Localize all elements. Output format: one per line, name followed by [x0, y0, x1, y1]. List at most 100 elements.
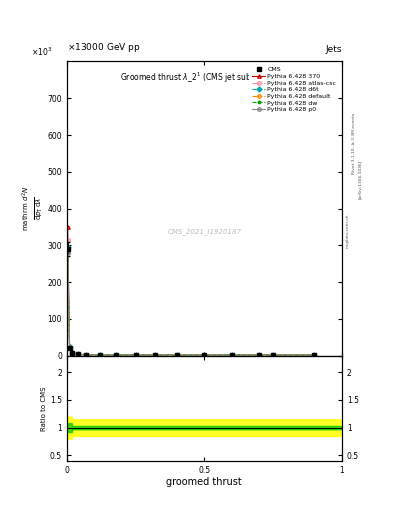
Pythia 6.428 atlas-csc [271, 352, 275, 358]
Pythia 6.428 d6t [312, 352, 317, 358]
Pythia 6.428 default [152, 352, 157, 358]
Pythia 6.428 d6t [70, 350, 75, 356]
Pythia 6.428 370 [70, 349, 75, 355]
Pythia 6.428 dw [114, 352, 119, 358]
Y-axis label: Ratio to CMS: Ratio to CMS [41, 386, 47, 431]
Pythia 6.428 d6t [202, 352, 207, 358]
Pythia 6.428 d6t [114, 352, 119, 358]
Pythia 6.428 dw [133, 352, 138, 358]
Pythia 6.428 default [312, 352, 317, 358]
Pythia 6.428 atlas-csc [174, 352, 179, 358]
X-axis label: groomed thrust: groomed thrust [167, 477, 242, 487]
Text: Groomed thrust $\lambda\_2^1$ (CMS jet substructure): Groomed thrust $\lambda\_2^1$ (CMS jet s… [119, 70, 289, 84]
Pythia 6.428 atlas-csc [312, 352, 317, 358]
Line: Pythia 6.428 atlas-csc: Pythia 6.428 atlas-csc [66, 238, 316, 357]
Pythia 6.428 370 [312, 352, 317, 358]
Pythia 6.428 d6t [75, 351, 80, 357]
Legend: CMS, Pythia 6.428 370, Pythia 6.428 atlas-csc, Pythia 6.428 d6t, Pythia 6.428 de: CMS, Pythia 6.428 370, Pythia 6.428 atla… [249, 65, 339, 115]
Text: $\times10^3$: $\times10^3$ [31, 46, 52, 58]
Y-axis label: mathrm $d^2N$
$\overline{\mathrm{d}p_\mathrm{T}\,\mathrm{d}\lambda}$: mathrm $d^2N$ $\overline{\mathrm{d}p_\ma… [20, 186, 44, 231]
Pythia 6.428 p0 [271, 352, 275, 358]
Pythia 6.428 default [133, 352, 138, 358]
Pythia 6.428 370 [114, 352, 119, 358]
Pythia 6.428 default [70, 350, 75, 356]
Pythia 6.428 dw [70, 350, 75, 356]
Pythia 6.428 d6t [230, 352, 234, 358]
Pythia 6.428 dw [67, 345, 72, 351]
Pythia 6.428 p0 [114, 352, 119, 358]
Line: Pythia 6.428 dw: Pythia 6.428 dw [66, 250, 316, 357]
Pythia 6.428 default [271, 352, 275, 358]
Pythia 6.428 p0 [257, 352, 262, 358]
Pythia 6.428 dw [202, 352, 207, 358]
Text: Jets: Jets [325, 45, 342, 54]
Line: Pythia 6.428 default: Pythia 6.428 default [66, 248, 316, 357]
Pythia 6.428 dw [257, 352, 262, 358]
Pythia 6.428 default [65, 247, 70, 253]
Pythia 6.428 d6t [84, 352, 88, 358]
Pythia 6.428 370 [230, 352, 234, 358]
Pythia 6.428 dw [65, 249, 70, 255]
Pythia 6.428 default [97, 352, 102, 358]
Pythia 6.428 atlas-csc [202, 352, 207, 358]
Pythia 6.428 default [114, 352, 119, 358]
Pythia 6.428 atlas-csc [70, 350, 75, 356]
Pythia 6.428 atlas-csc [114, 352, 119, 358]
Pythia 6.428 p0 [133, 352, 138, 358]
Pythia 6.428 default [174, 352, 179, 358]
Pythia 6.428 d6t [174, 352, 179, 358]
Pythia 6.428 default [257, 352, 262, 358]
Text: [arXiv:1306.3436]: [arXiv:1306.3436] [358, 160, 362, 199]
Pythia 6.428 370 [67, 343, 72, 349]
Pythia 6.428 dw [152, 352, 157, 358]
Pythia 6.428 default [202, 352, 207, 358]
Pythia 6.428 default [75, 351, 80, 357]
Pythia 6.428 370 [133, 352, 138, 358]
Pythia 6.428 p0 [75, 351, 80, 357]
Text: mcplots.cern.ch: mcplots.cern.ch [346, 213, 350, 248]
Pythia 6.428 dw [230, 352, 234, 358]
Pythia 6.428 dw [174, 352, 179, 358]
Pythia 6.428 dw [84, 352, 88, 358]
Pythia 6.428 p0 [174, 352, 179, 358]
Pythia 6.428 d6t [97, 352, 102, 358]
Pythia 6.428 p0 [65, 250, 70, 257]
Pythia 6.428 d6t [152, 352, 157, 358]
Pythia 6.428 atlas-csc [152, 352, 157, 358]
Pythia 6.428 atlas-csc [97, 352, 102, 358]
Pythia 6.428 370 [75, 351, 80, 357]
Pythia 6.428 370 [84, 352, 88, 358]
Pythia 6.428 atlas-csc [84, 352, 88, 358]
Pythia 6.428 p0 [230, 352, 234, 358]
Line: Pythia 6.428 370: Pythia 6.428 370 [66, 225, 316, 356]
Pythia 6.428 d6t [271, 352, 275, 358]
Pythia 6.428 p0 [70, 350, 75, 356]
Pythia 6.428 370 [202, 352, 207, 358]
Line: Pythia 6.428 d6t: Pythia 6.428 d6t [66, 245, 316, 357]
Pythia 6.428 atlas-csc [65, 237, 70, 243]
Pythia 6.428 370 [257, 352, 262, 358]
Pythia 6.428 370 [271, 352, 275, 358]
Pythia 6.428 p0 [152, 352, 157, 358]
Pythia 6.428 370 [174, 352, 179, 358]
Pythia 6.428 p0 [84, 352, 88, 358]
Pythia 6.428 dw [312, 352, 317, 358]
Text: Rivet 3.1.10, ≥ 3.3M events: Rivet 3.1.10, ≥ 3.3M events [352, 113, 356, 174]
Line: Pythia 6.428 p0: Pythia 6.428 p0 [66, 251, 316, 357]
Pythia 6.428 atlas-csc [133, 352, 138, 358]
Text: $\times$13000 GeV pp: $\times$13000 GeV pp [67, 41, 140, 54]
Pythia 6.428 default [67, 345, 72, 351]
Pythia 6.428 p0 [67, 345, 72, 351]
Pythia 6.428 370 [97, 352, 102, 358]
Pythia 6.428 default [84, 352, 88, 358]
Pythia 6.428 default [230, 352, 234, 358]
Pythia 6.428 atlas-csc [257, 352, 262, 358]
Pythia 6.428 atlas-csc [230, 352, 234, 358]
Pythia 6.428 p0 [202, 352, 207, 358]
Pythia 6.428 370 [65, 223, 70, 229]
Pythia 6.428 dw [271, 352, 275, 358]
Pythia 6.428 dw [97, 352, 102, 358]
Pythia 6.428 d6t [257, 352, 262, 358]
Pythia 6.428 d6t [65, 244, 70, 250]
Pythia 6.428 atlas-csc [67, 344, 72, 350]
